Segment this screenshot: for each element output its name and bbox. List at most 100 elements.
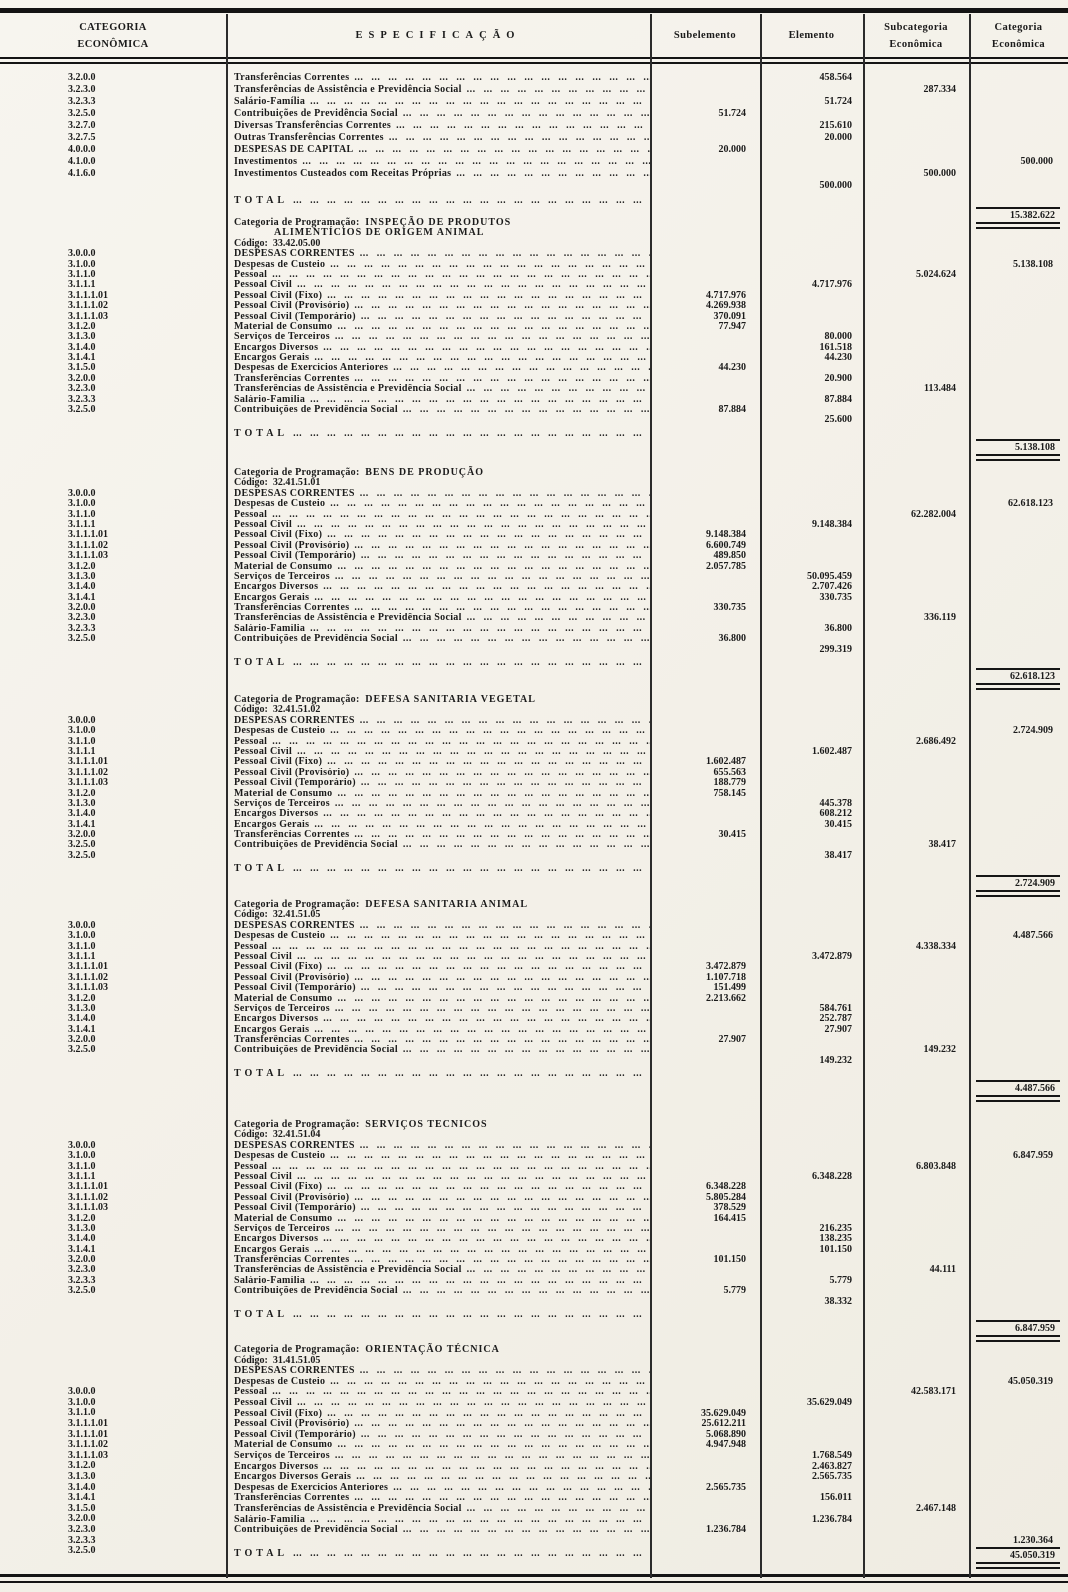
code-cell: 3.2.5.0: [68, 108, 96, 119]
code-cell: 3.1.4.1: [68, 818, 96, 830]
spec-label: Transferências Correntes: [234, 1035, 350, 1046]
spec-label: Pessoal Civil (Provisório): [234, 972, 350, 983]
code-cell: 3.1.4.0: [68, 581, 96, 593]
leader-dots: [356, 1472, 650, 1483]
leader-dots: [293, 195, 650, 207]
spec-cell: Contribuições de Previdência Social: [226, 840, 650, 850]
subelemento-value: 6.600.749: [706, 539, 746, 551]
section-total: 5.138.108: [976, 439, 1060, 462]
leader-dots: [354, 830, 650, 840]
bottom-rule-1: [0, 1574, 1068, 1577]
code-cell: 3.2.3.0: [68, 1264, 96, 1276]
total-row: TOTAL: [0, 1310, 1068, 1320]
spec-cell: Pessoal: [226, 510, 650, 520]
table-row: 3.2.3.0 Transferências de Assistência e P…: [0, 1264, 1068, 1276]
leader-dots: [467, 84, 650, 96]
spec-cell: Serviços de Terceiros: [226, 1451, 650, 1462]
subelemento-value: 5.068.890: [706, 1428, 746, 1440]
spec-label: Contribuições de Previdência Social: [234, 634, 398, 645]
leader-dots: [354, 1419, 650, 1430]
code-cell: 3.1.4.1: [68, 591, 96, 603]
spec-cell: Material de Consumo: [226, 1440, 650, 1451]
code-cell: 3.1.1.1.02: [68, 1439, 108, 1451]
section-total-value: 62.618.123: [1010, 671, 1055, 683]
spec-cell: Despesas de Custeio: [226, 499, 650, 509]
spec-label: Despesas de Custeio: [234, 259, 326, 270]
section-title-text: INSPEÇÃO DE PRODUTOS: [365, 217, 512, 228]
spec-cell: Pessoal Civil (Temporário): [226, 1203, 650, 1213]
spec-label: Pessoal Civil (Temporário): [234, 1429, 356, 1440]
spec-cell: Serviços de Terceiros: [226, 799, 650, 809]
leader-dots: [467, 384, 650, 394]
section-code-value: 32.41.51.04: [272, 1129, 321, 1141]
spec-cell: Pessoal Civil (Fixo): [226, 1182, 650, 1192]
spec-cell: TOTAL: [226, 658, 650, 668]
code-cell: 3.1.0.0: [68, 1396, 96, 1408]
section-total-value: 4.487.566: [1015, 1082, 1055, 1094]
table-row: 3.2.5.0 38.417: [0, 849, 1068, 861]
spec-label: Diversas Transferências Correntes: [234, 120, 392, 131]
section-code: Código: 32.41.51.02: [0, 705, 1068, 715]
code-cell: 3.1.1.1.02: [68, 1191, 108, 1203]
subelemento-value: 2.565.735: [706, 1481, 746, 1493]
table-row: 3.1.4.1 Encargos Gerais 44.230: [0, 352, 1068, 364]
table-row: 3.1.1.1 Pessoal Civil 1.602.487: [0, 746, 1068, 757]
spec-cell: Outras Transferências Correntes: [226, 132, 650, 144]
leader-dots: [297, 747, 650, 757]
elemento-value: 149.232: [819, 1054, 853, 1066]
elemento-value: 38.417: [824, 849, 853, 861]
code-cell: 3.1.1.1: [68, 950, 96, 962]
section-total: 15.382.622: [976, 207, 1060, 229]
code-cell: 3.1.0.0: [68, 1150, 96, 1162]
code-cell: 3.1.1.1.01: [68, 1181, 108, 1193]
leader-dots: [354, 768, 650, 778]
leader-dots: [403, 1286, 650, 1296]
spec-cell: Pessoal Civil (Temporário): [226, 551, 650, 561]
spec-cell: Pessoal Civil (Temporário): [226, 778, 650, 788]
spec-label: Contribuições de Previdência Social: [234, 405, 398, 416]
spec-label: Encargos Gerais: [234, 353, 310, 364]
spec-label: DESPESAS CORRENTES: [234, 249, 355, 260]
spec-cell: Encargos Diversos Gerais: [226, 1472, 650, 1483]
spec-cell: Encargos Gerais: [226, 1245, 650, 1255]
spec-cell: Pessoal Civil (Provisório): [226, 301, 650, 311]
table-row: 149.232: [0, 1054, 1068, 1066]
leader-dots: [389, 132, 650, 144]
subcategoria-value: 5.024.624: [916, 268, 956, 280]
spec-label: Serviços de Terceiros: [234, 798, 330, 809]
table-row: 3.1.4.0 Encargos Diversos 252.787: [0, 1013, 1068, 1024]
leader-dots: [354, 973, 650, 983]
code-cell: 3.1.0.0: [68, 930, 96, 942]
code-cell: 3.0.0.0: [68, 1139, 96, 1151]
spec-label: Despesas de Custeio: [234, 1151, 326, 1162]
code-cell: 3.2.5.0: [68, 1044, 96, 1056]
elemento-value: 5.779: [829, 1274, 853, 1286]
spec-cell: Contribuições de Previdência Social: [226, 108, 650, 120]
leader-dots: [310, 395, 650, 405]
code-cell: 3.1.1.1: [68, 279, 96, 291]
code-cell: 3.1.2.0: [68, 787, 96, 799]
elemento-value: 101.150: [819, 1243, 853, 1255]
spec-cell: Salário-Família: [226, 395, 650, 405]
table-row: 3.2.5.0 Contribuições de Previdência Soci…: [0, 1044, 1068, 1056]
table-row: 3.2.3.3 Salário-Família 5.779: [0, 1274, 1068, 1286]
leader-dots: [327, 291, 650, 301]
code-cell: 3.2.3.3: [68, 96, 96, 107]
table-row: 3.1.1.1.01 Pessoal Civil (Fixo) 4.717.976: [0, 290, 1068, 301]
subcategoria-value: 44.111: [929, 1264, 956, 1276]
leader-dots: [297, 520, 650, 530]
subelemento-value: 1.107.718: [706, 971, 746, 983]
spec-cell: DESPESAS DE CAPITAL: [226, 144, 650, 156]
column-header-categoria-economica: CATEGORIA ECONÔMICA: [77, 22, 149, 50]
spec-label: Contribuições de Previdência Social: [234, 1045, 398, 1056]
spec-cell: Serviços de Terceiros: [226, 572, 650, 582]
code-cell: 3.2.7.5: [68, 132, 96, 143]
spec-label: Encargos Gerais: [234, 592, 310, 603]
spec-cell: Pessoal Civil: [226, 952, 650, 962]
spec-cell: Contribuições de Previdência Social: [226, 1525, 650, 1536]
spec-label: Serviços de Terceiros: [234, 1003, 330, 1014]
table-row: 3.1.2.0 Material de Consumo 77.947: [0, 321, 1068, 332]
section-total: 62.618.123: [976, 668, 1060, 691]
spec-cell: Transferências de Assistência e Previdên…: [226, 384, 650, 394]
section-code: Código: 31.41.51.05: [0, 1355, 1068, 1367]
